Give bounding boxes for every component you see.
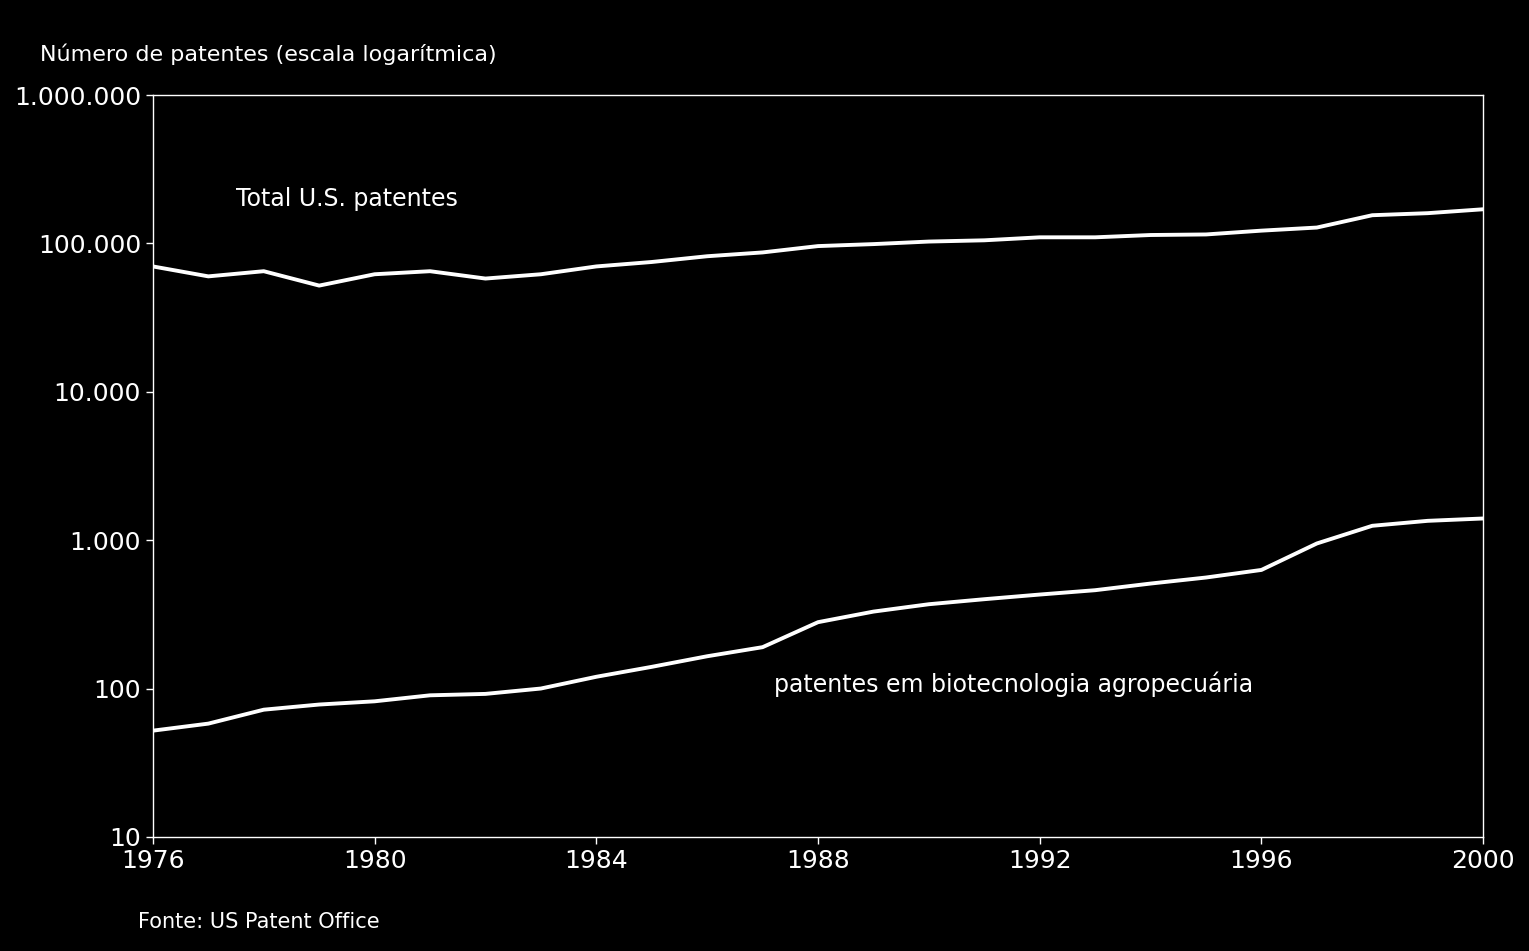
Text: Fonte: US Patent Office: Fonte: US Patent Office [138,912,379,932]
Text: Total U.S. patentes: Total U.S. patentes [235,186,457,211]
Text: Número de patentes (escala logarítmica): Número de patentes (escala logarítmica) [40,44,497,66]
Text: patentes em biotecnologia agropecuária: patentes em biotecnologia agropecuária [774,671,1252,697]
